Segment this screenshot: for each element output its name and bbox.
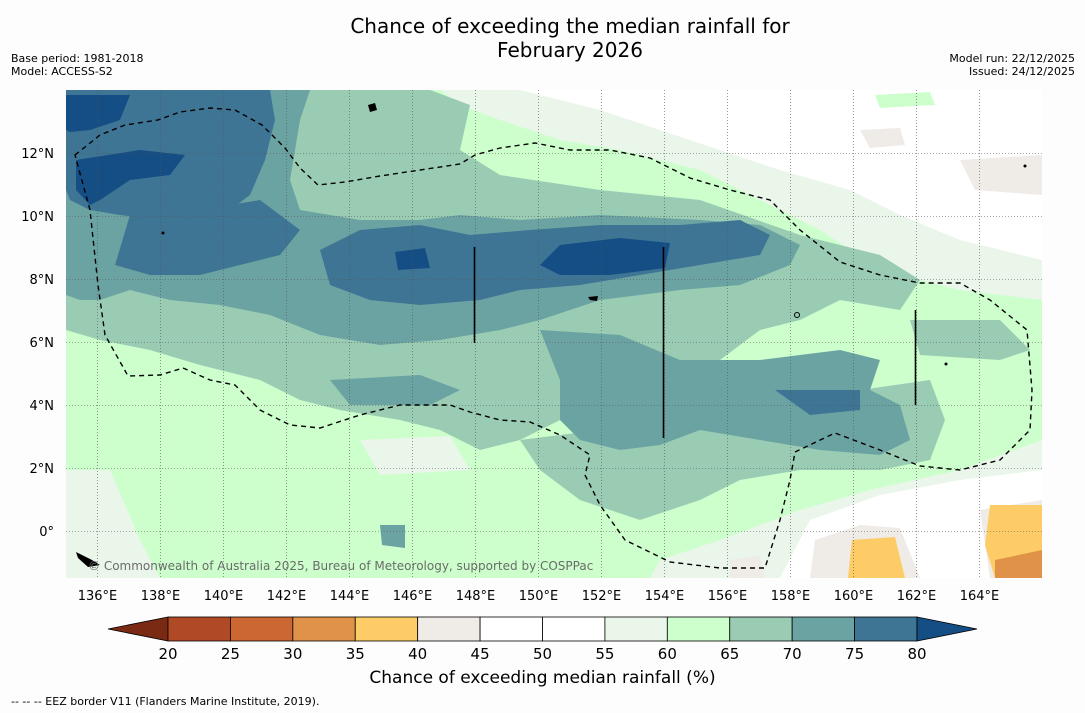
colorbar-tick: 40 [408, 645, 427, 663]
lon-label: 138°E [141, 589, 181, 604]
lat-label: 6°N [30, 336, 55, 351]
colorbar-cell [854, 616, 918, 642]
lat-label: 0° [39, 525, 54, 540]
lon-label: 164°E [960, 589, 1000, 604]
colorbar-cell [666, 616, 731, 642]
colorbar-cell [542, 616, 606, 642]
lat-label: 10°N [21, 210, 54, 225]
colorbar-tick: 20 [158, 645, 177, 663]
colorbar: 20 25 30 35 40 45 50 55 60 65 70 75 80 [107, 616, 978, 663]
colorbar-tick: 60 [658, 645, 677, 663]
colorbar-tick: 25 [221, 645, 240, 663]
model-name: Model: ACCESS-S2 [11, 65, 113, 78]
lon-label: 152°E [582, 589, 622, 604]
model-run: Model run: 22/12/2025 [949, 52, 1075, 65]
lon-label: 154°E [645, 589, 685, 604]
lon-label: 148°E [456, 589, 496, 604]
colorbar-tick: 50 [533, 645, 552, 663]
colorbar-cell [167, 616, 231, 642]
colorbar-extend-high [916, 616, 978, 642]
lon-label: 136°E [78, 589, 118, 604]
colorbar-cell [230, 616, 294, 642]
colorbar-tick: 30 [283, 645, 302, 663]
eez-border [74, 107, 1033, 569]
lat-label: 4°N [30, 399, 55, 414]
colorbar-tick: 35 [346, 645, 365, 663]
lon-label: 144°E [330, 589, 370, 604]
lon-label: 156°E [708, 589, 748, 604]
boundary-markers [473, 247, 917, 438]
meta-right: Model run: 22/12/2025 Issued: 24/12/2025 [949, 52, 1075, 78]
islands [76, 103, 1027, 567]
lat-label: 2°N [30, 462, 55, 477]
rainfall-field [66, 90, 1042, 578]
colorbar-cell [417, 616, 481, 642]
lon-label: 142°E [267, 589, 307, 604]
lon-label: 162°E [897, 589, 937, 604]
map-title: Chance of exceeding the median rainfall … [0, 14, 1085, 62]
lon-label: 150°E [519, 589, 559, 604]
copyright-text: © Commonwealth of Australia 2025, Bureau… [88, 559, 593, 573]
issued-date: Issued: 24/12/2025 [968, 65, 1075, 78]
colorbar-tick: 45 [471, 645, 490, 663]
lat-axis: 12°N 10°N 8°N 6°N 4°N 2°N 0° [21, 147, 54, 540]
lat-label: 8°N [30, 273, 55, 288]
colorbar-tick: 80 [907, 645, 926, 663]
colorbar-cell [479, 616, 543, 642]
lon-axis: 136°E 138°E 140°E 142°E 144°E 146°E 148°… [78, 589, 1000, 604]
lon-label: 160°E [834, 589, 874, 604]
meta-left: Base period: 1981-2018 Model: ACCESS-S2 [11, 52, 143, 78]
colorbar-tick: 70 [783, 645, 802, 663]
colorbar-tick: 75 [845, 645, 864, 663]
graticule [66, 90, 1042, 578]
colorbar-tick: 65 [720, 645, 739, 663]
colorbar-label: Chance of exceeding median rainfall (%) [369, 668, 716, 688]
colorbar-cell [354, 616, 419, 642]
colorbar-cell [604, 616, 668, 642]
title-line-1: Chance of exceeding the median rainfall … [350, 14, 790, 38]
lon-label: 146°E [393, 589, 433, 604]
title-line-2: February 2026 [497, 38, 643, 62]
colorbar-cell [729, 616, 793, 642]
colorbar-cell [791, 616, 855, 642]
base-period: Base period: 1981-2018 [11, 52, 144, 65]
lon-label: 140°E [204, 589, 244, 604]
eez-footnote: -- -- -- EEZ border V11 (Flanders Marine… [11, 695, 320, 708]
colorbar-tick: 55 [595, 645, 614, 663]
lon-label: 158°E [771, 589, 811, 604]
colorbar-cell [292, 616, 356, 642]
lat-label: 12°N [21, 147, 54, 162]
colorbar-extend-low [107, 616, 169, 642]
